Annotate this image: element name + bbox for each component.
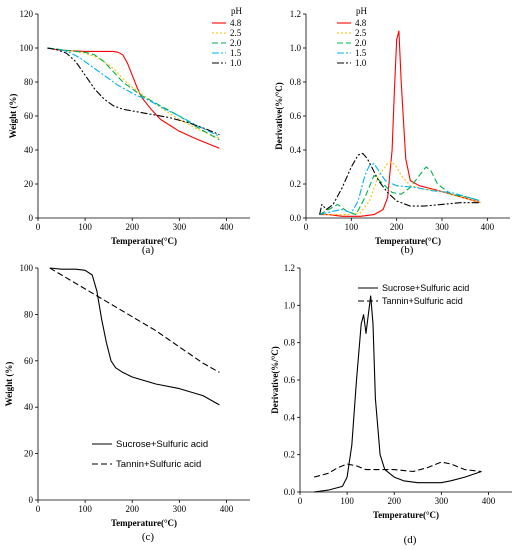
x-tick-label: 0 — [36, 504, 41, 514]
legend-entry: Tannin+Sulfuric acid — [116, 459, 201, 470]
series-line-1-0 — [319, 152, 481, 215]
y-tick-label: 0.6 — [284, 375, 296, 385]
panel-caption: (a) — [142, 244, 155, 256]
legend-entry: 2.5 — [355, 28, 367, 38]
y-axis-label: Derivative(%/°C) — [274, 82, 284, 150]
x-tick-label: 300 — [435, 496, 449, 506]
y-tick-label: 20 — [24, 449, 34, 459]
x-tick-label: 100 — [78, 222, 92, 232]
x-tick-label: 100 — [78, 504, 92, 514]
series-line-1-0 — [47, 47, 220, 136]
y-axis-label: Derivative(%/°C) — [270, 346, 280, 414]
x-axis-label: Temperature(°C) — [373, 510, 439, 520]
series-line-tannin-sulfuric-acid — [49, 267, 220, 373]
y-tick-label: 1.0 — [284, 300, 296, 310]
legend-entry: 2.0 — [230, 38, 242, 48]
x-tick-label: 200 — [125, 504, 139, 514]
y-tick-label: 0.2 — [284, 450, 295, 460]
x-axis-label: Temperature(°C) — [111, 236, 177, 246]
y-tick-label: 60 — [24, 111, 34, 121]
legend-title: pH — [356, 6, 368, 16]
x-tick-label: 400 — [481, 222, 495, 232]
x-tick-label: 300 — [173, 222, 187, 232]
x-tick-label: 100 — [345, 222, 359, 232]
y-tick-label: 40 — [24, 145, 34, 155]
legend-entry: 1.0 — [355, 58, 367, 68]
series-line-4-8 — [47, 47, 220, 149]
x-tick-label: 300 — [173, 504, 187, 514]
y-tick-label: 0 — [29, 495, 34, 505]
chart-panel-b: 0 100 200 300 400 0.0 0.2 0.4 0.6 0.8 1.0 1.2 Temper… — [274, 6, 510, 256]
legend-entry: 4.8 — [230, 18, 242, 28]
legend-entry: Tannin+Sulfuric acid — [382, 296, 463, 306]
x-tick-label: 0 — [298, 496, 303, 506]
y-tick-label: 40 — [24, 402, 34, 412]
y-tick-label: 0.8 — [284, 338, 296, 348]
y-tick-label: 0.4 — [290, 145, 302, 155]
y-tick-label: 0.6 — [290, 111, 302, 121]
y-tick-label: 0.0 — [284, 487, 296, 497]
y-axis-label: Weight (%) — [4, 362, 14, 407]
series-line-2-0 — [47, 47, 220, 141]
panel-caption: (c) — [142, 531, 155, 543]
series-line-tannin-sulfuric-acid — [313, 461, 482, 478]
x-tick-label: 100 — [340, 496, 354, 506]
y-tick-label: 1.0 — [290, 43, 302, 53]
chart-panel-c: 0 100 200 300 400 0 20 40 60 80 100 Temperature(°C)… — [4, 263, 250, 543]
y-tick-label: 1.2 — [290, 9, 301, 19]
y-tick-label: 100 — [20, 43, 34, 53]
chart-panel-a: 0 100 200 300 400 0 20 40 60 80 100 120 Temperature(… — [8, 6, 250, 256]
series-line-2-5 — [47, 47, 220, 139]
legend-entry: 1.5 — [355, 48, 367, 58]
chart-panel-d: 0 100 200 300 400 0.0 0.2 0.4 0.6 0.8 1.0 1.2 Temper… — [270, 263, 512, 546]
legend-title: pH — [231, 6, 243, 16]
series-line-1-5 — [47, 47, 220, 137]
panel-caption: (d) — [404, 534, 417, 546]
y-tick-label: 100 — [20, 263, 34, 273]
x-tick-label: 400 — [482, 496, 496, 506]
x-tick-label: 300 — [435, 222, 449, 232]
y-tick-label: 0.0 — [290, 213, 302, 223]
y-tick-label: 0.4 — [284, 412, 296, 422]
series-line-2-5 — [319, 161, 481, 216]
x-axis-label: Temperature(°C) — [375, 236, 441, 246]
y-tick-label: 0.8 — [290, 77, 302, 87]
legend-entry: 1.0 — [230, 58, 242, 68]
x-tick-label: 200 — [387, 496, 401, 506]
series-line-sucrose-sulfuric-acid — [49, 267, 220, 406]
x-axis-label: Temperature(°C) — [111, 518, 177, 528]
y-tick-label: 1.2 — [284, 263, 295, 273]
y-tick-label: 80 — [24, 77, 34, 87]
legend-entry: Sucrose+Sulfuric acid — [116, 439, 208, 450]
series-line-1-5 — [319, 163, 481, 216]
x-tick-label: 0 — [304, 222, 309, 232]
y-tick-label: 0 — [29, 213, 34, 223]
x-tick-label: 200 — [390, 222, 404, 232]
y-axis-label: Weight (%) — [8, 94, 18, 139]
panel-caption: (b) — [401, 244, 414, 256]
y-tick-label: 20 — [24, 179, 34, 189]
legend-entry: 4.8 — [355, 18, 367, 28]
legend-entry: 2.5 — [230, 28, 242, 38]
x-tick-label: 400 — [220, 222, 234, 232]
series-line-4-8 — [319, 30, 481, 217]
x-tick-label: 0 — [36, 222, 41, 232]
series-line-sucrose-sulfuric-acid — [314, 295, 482, 493]
legend-entry: 2.0 — [355, 38, 367, 48]
y-tick-label: 80 — [24, 309, 34, 319]
legend-entry: Sucrose+Sulfuric acid — [382, 283, 469, 293]
y-tick-label: 60 — [24, 356, 34, 366]
x-tick-label: 400 — [220, 504, 234, 514]
x-tick-label: 200 — [125, 222, 139, 232]
y-tick-label: 0.2 — [290, 179, 301, 189]
y-tick-label: 120 — [20, 9, 34, 19]
legend-entry: 1.5 — [230, 48, 242, 58]
